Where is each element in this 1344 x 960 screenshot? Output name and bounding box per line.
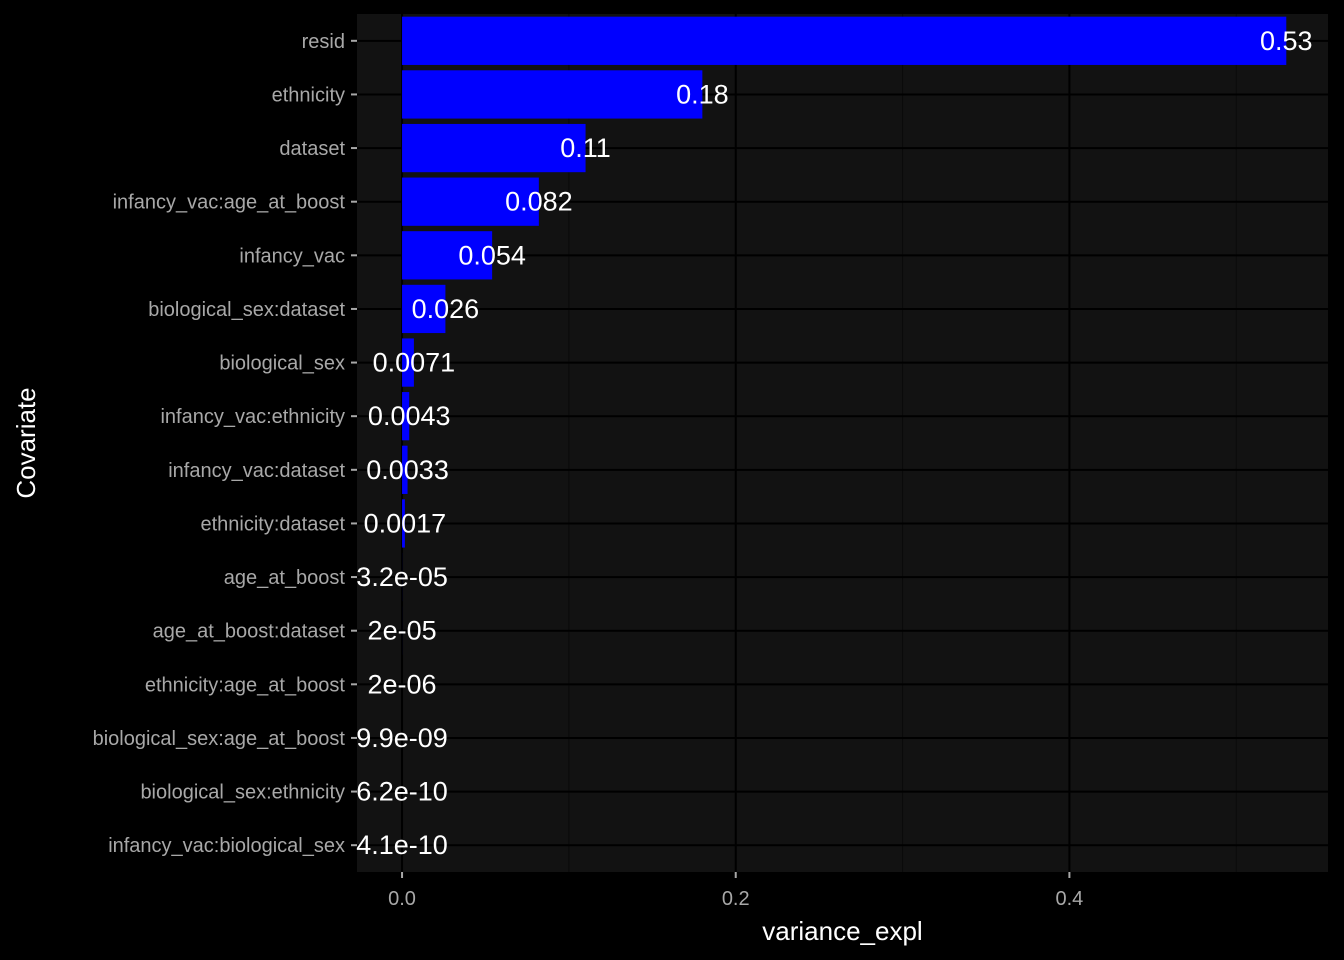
bar-value-label: 6.2e-10 [356,777,448,807]
x-tick-label: 0.4 [1055,888,1083,910]
bar-value-label: 0.53 [1260,26,1313,56]
bar-value-label: 0.054 [458,240,526,270]
bar [402,392,410,441]
bar-value-label: 0.0043 [368,401,451,431]
bar-value-label: 4.1e-10 [356,830,448,860]
bar-value-label: 2e-05 [368,616,437,646]
y-tick-label: infancy_vac:ethnicity [160,406,345,428]
bars [402,16,1287,763]
y-tick-label: ethnicity:age_at_boost [145,674,346,696]
bar-value-label: 0.18 [676,79,729,109]
bar-value-label: 0.0071 [373,348,456,378]
y-tick-label: resid [302,31,345,53]
bar [402,445,408,494]
y-axis-title: Covariate [11,387,41,498]
x-tick-label: 0.0 [388,888,416,910]
bar-value-label: 0.082 [505,187,573,217]
bar [402,338,414,387]
y-tick-label: biological_sex:dataset [148,299,345,321]
bar [402,123,586,173]
bar-value-label: 2e-06 [368,669,437,699]
x-tick-label: 0.2 [722,888,750,910]
y-tick-label: age_at_boost [224,567,346,589]
x-axis: 0.0 0.2 0.4 [388,872,1083,910]
bar [402,177,539,226]
y-tick-label: infancy_vac:age_at_boost [113,192,346,214]
y-tick-label: dataset [279,138,345,160]
y-tick-label: infancy_vac:dataset [168,460,345,482]
data-labels: 0.53 0.18 0.11 0.082 0.054 0.026 0.0071 0.0043 0… [356,26,1312,860]
bar [402,284,446,334]
y-tick-label: age_at_boost:dataset [153,621,346,643]
bar [402,231,493,280]
bar-value-label: 3.2e-05 [356,562,448,592]
bar-value-label: 0.0017 [364,508,447,538]
y-tick-label: biological_sex:age_at_boost [93,728,346,750]
x-axis-title: variance_expl [762,916,922,946]
y-tick-label: infancy_vac:biological_sex [108,835,345,857]
bar-value-label: 0.026 [412,294,480,324]
y-tick-label: infancy_vac [239,245,345,267]
bar-value-label: 0.0033 [366,455,449,485]
bar-value-label: 9.9e-09 [356,723,448,753]
y-tick-label: biological_sex [219,353,345,375]
y-tick-label: ethnicity [272,84,345,106]
y-axis: resid ethnicity dataset infancy_vac:age_at_… [93,31,357,857]
y-tick-label: biological_sex:ethnicity [140,782,345,804]
bar [402,16,1287,65]
y-tick-label: ethnicity:dataset [200,513,345,535]
bar [402,499,405,548]
bar [402,70,703,119]
bar-value-label: 0.11 [560,133,611,163]
